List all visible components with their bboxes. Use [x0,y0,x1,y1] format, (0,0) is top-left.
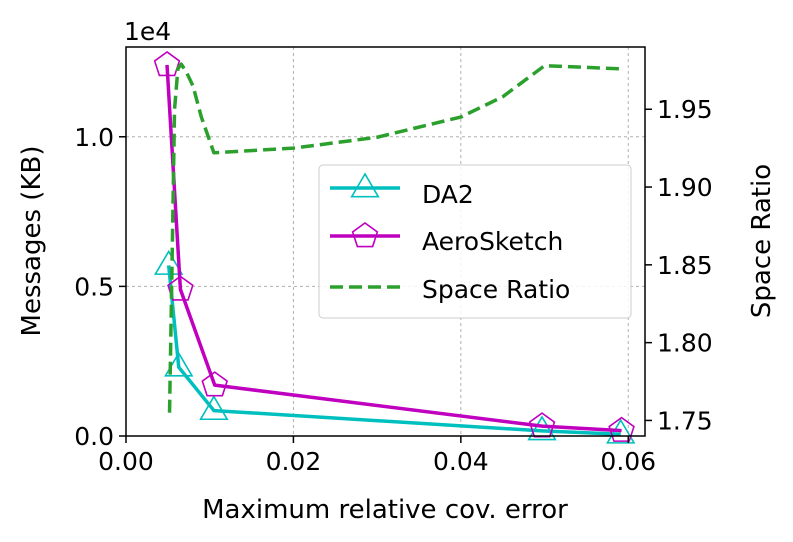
legend-box [318,164,632,319]
x-axis-label: Maximum relative cov. error [202,495,568,525]
legend-entries [330,172,400,289]
legend-label-space-ratio: Space Ratio [422,275,570,304]
y-tick-label: 1.0 [74,123,114,152]
legend-label-da2: DA2 [422,180,474,209]
x-tick-label: 0.02 [266,447,322,476]
y2-tick-label: 1.80 [657,329,713,358]
x-tick-label: 0.00 [98,447,154,476]
y-axis-label: Messages (KB) [17,146,47,337]
series-line-aerosketch [165,64,622,433]
plot-frame [125,46,646,437]
y2-tick-label: 1.90 [657,173,713,202]
data-point-aerosketch [153,50,181,77]
axes: 0.00 0.02 0.04 0.06 0.0 0.5 1.0 1.75 1.80 1.85 1.9… [74,95,712,476]
legend: DA2 AeroSketch Space Ratio [318,164,632,319]
x-tick-label: 0.04 [433,447,489,476]
series-layer [153,50,636,444]
data-point-aerosketch [201,371,229,397]
y2-tick-label: 1.85 [657,251,713,280]
offset-text: 1e4 [124,17,171,46]
y-tick-label: 0.5 [74,272,114,301]
data-point-aerosketch [608,416,635,442]
series-line-space-ratio [167,62,620,413]
series-line-da2 [166,265,621,436]
legend-marker-aerosketch [351,222,379,248]
data-point-aerosketch [167,275,194,301]
y2-tick-label: 1.75 [657,406,713,435]
data-point-da2 [153,249,184,275]
x-tick-label: 0.06 [600,447,656,476]
legend-label-aerosketch: AeroSketch [422,227,563,256]
y2-tick-label: 1.95 [657,95,713,124]
y2-axis-label: Space Ratio [747,164,777,318]
legend-marker-da2 [350,172,380,198]
data-point-da2 [199,394,229,421]
y-tick-label: 0.0 [74,422,114,451]
